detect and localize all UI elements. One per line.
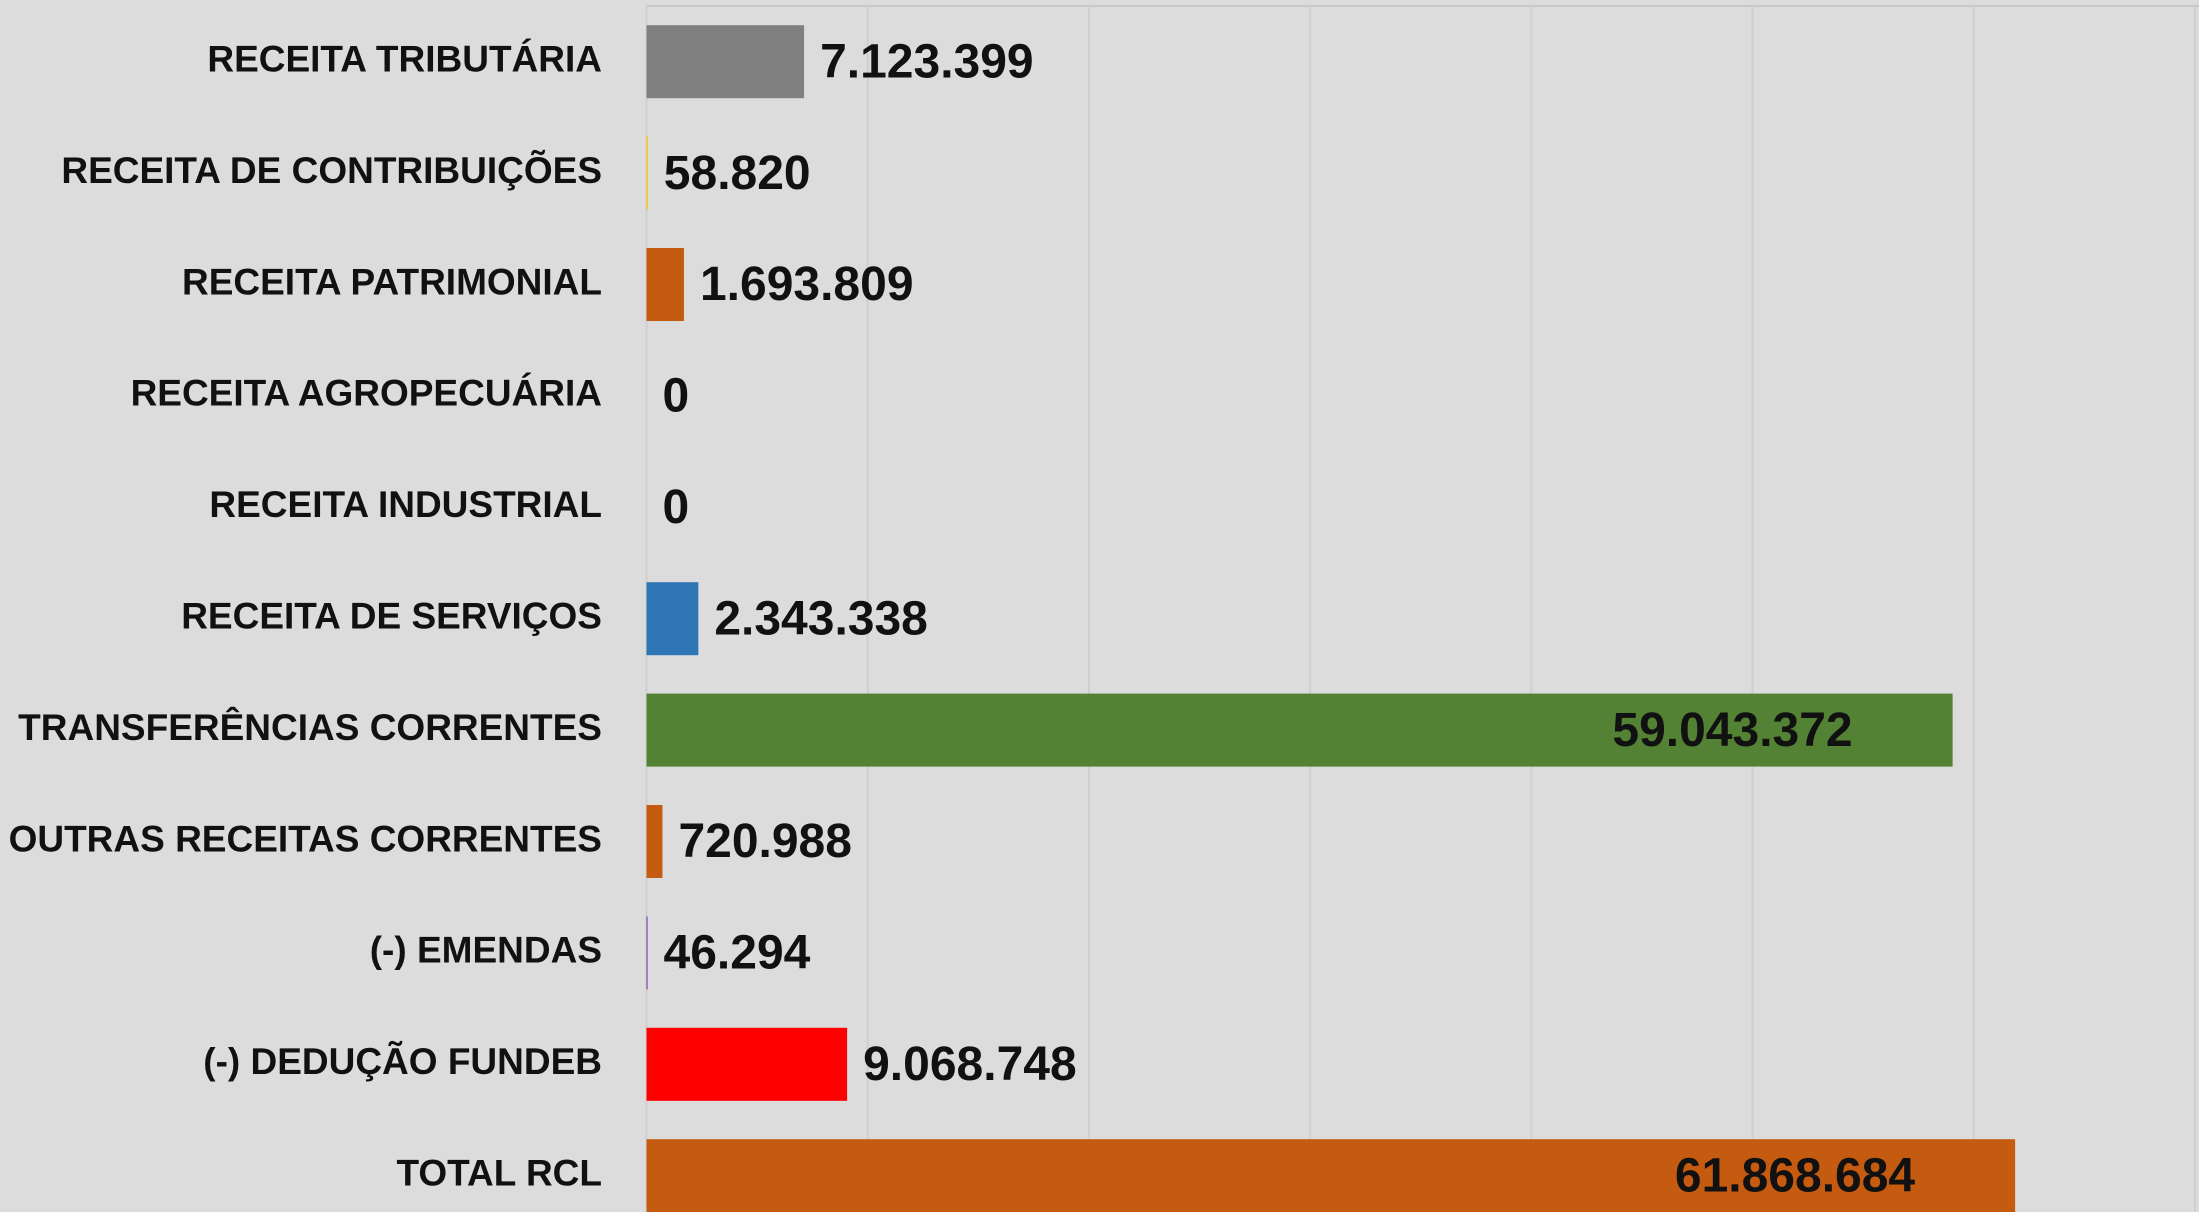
value-label: 7.123.399 [820,35,1034,88]
bar [646,248,684,321]
bar [646,916,648,990]
category-label: RECEITA PATRIMONIAL [182,261,602,302]
category-label: TRANSFERÊNCIAS CORRENTES [18,706,602,748]
value-label: 9.068.748 [863,1038,1077,1091]
bar [646,805,663,878]
category-label: OUTRAS RECEITAS CORRENTES [9,818,602,859]
category-label: RECEITA AGROPECUÁRIA [131,373,602,414]
category-label: TOTAL RCL [396,1152,602,1193]
category-label: RECEITA DE SERVIÇOS [181,595,602,636]
value-label: 58.820 [664,147,811,200]
value-label: 0 [663,481,690,534]
value-label: 720.988 [678,815,852,868]
value-label: 2.343.338 [714,592,928,645]
bar [646,25,805,99]
value-label: 59.043.372 [1612,704,1852,757]
category-label: (-) EMENDAS [370,930,602,971]
bar [646,693,1953,767]
bar [646,582,699,656]
category-label: RECEITA DE CONTRIBUIÇÕES [61,149,602,191]
value-label: 0 [663,370,690,423]
category-label: (-) DEDUÇÃO FUNDEB [203,1040,602,1082]
category-label: RECEITA TRIBUTÁRIA [207,38,602,79]
value-label: 61.868.684 [1675,1149,1916,1202]
bar [646,1027,848,1101]
value-label: 1.693.809 [700,258,914,311]
value-label: 46.294 [664,927,811,980]
category-label: RECEITA INDUSTRIAL [209,484,602,525]
bar [646,1139,2016,1212]
bar [646,136,648,210]
